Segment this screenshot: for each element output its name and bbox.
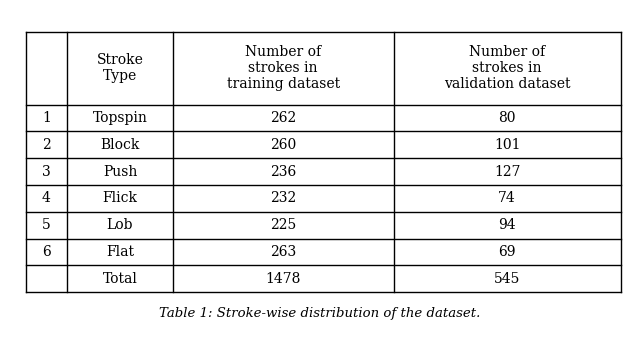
Text: 6: 6 — [42, 245, 51, 259]
Text: 94: 94 — [499, 218, 516, 232]
Text: Stroke
Type: Stroke Type — [97, 53, 143, 83]
Text: 69: 69 — [499, 245, 516, 259]
Text: 545: 545 — [494, 272, 520, 286]
Text: Lob: Lob — [107, 218, 133, 232]
Text: 260: 260 — [270, 138, 296, 152]
Text: 101: 101 — [494, 138, 520, 152]
Text: 236: 236 — [270, 165, 296, 178]
Text: Number of
strokes in
training dataset: Number of strokes in training dataset — [227, 45, 340, 92]
Text: 4: 4 — [42, 191, 51, 205]
Text: 127: 127 — [494, 165, 520, 178]
Text: Flat: Flat — [106, 245, 134, 259]
Text: Total: Total — [102, 272, 138, 286]
Text: Table 1: Stroke-wise distribution of the dataset.: Table 1: Stroke-wise distribution of the… — [159, 307, 481, 320]
Text: 232: 232 — [270, 191, 296, 205]
Text: Topspin: Topspin — [93, 111, 147, 125]
Text: Block: Block — [100, 138, 140, 152]
Text: 5: 5 — [42, 218, 51, 232]
Text: 80: 80 — [499, 111, 516, 125]
Text: Push: Push — [103, 165, 137, 178]
Text: Number of
strokes in
validation dataset: Number of strokes in validation dataset — [444, 45, 570, 92]
Text: 225: 225 — [270, 218, 296, 232]
Text: Flick: Flick — [102, 191, 138, 205]
Text: 74: 74 — [499, 191, 516, 205]
Text: 262: 262 — [270, 111, 296, 125]
Text: 3: 3 — [42, 165, 51, 178]
Text: 1478: 1478 — [266, 272, 301, 286]
Text: 1: 1 — [42, 111, 51, 125]
Text: 2: 2 — [42, 138, 51, 152]
Text: 263: 263 — [270, 245, 296, 259]
